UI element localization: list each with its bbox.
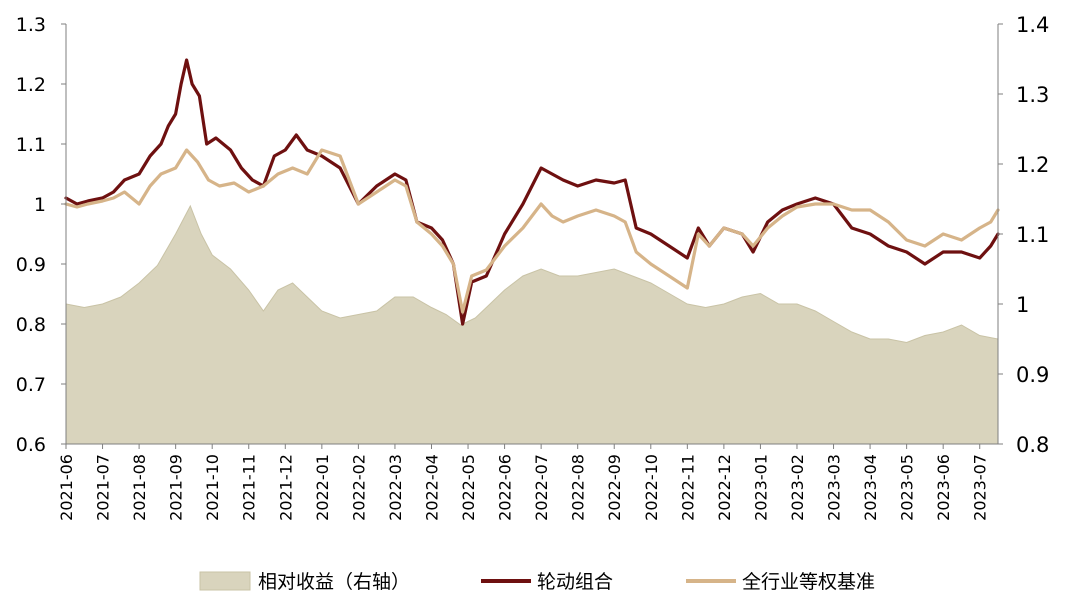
x-tick-label: 2021-06	[57, 454, 76, 521]
area-layer	[65, 204, 999, 445]
x-tick-label: 2022-12	[715, 454, 734, 521]
x-tick-label: 2022-10	[642, 454, 661, 521]
right-tick-label: 1	[1016, 293, 1029, 317]
legend-label: 轮动组合	[537, 571, 613, 593]
x-tick-label: 2023-05	[898, 454, 917, 521]
x-tick-label: 2022-09	[605, 454, 624, 521]
right-tick-label: 1.3	[1016, 83, 1049, 107]
right-tick-label: 0.8	[1016, 433, 1049, 457]
x-tick-label: 2021-11	[240, 454, 259, 521]
left-tick-label: 0.8	[16, 314, 46, 336]
x-tick-label: 2021-12	[276, 454, 295, 521]
left-tick-label: 1	[34, 194, 46, 216]
series-line-2	[64, 148, 1000, 314]
axis-layer: 0.6 0.7 0.8 0.9 1 1.1 1.2 1.3 0.8 0.9 1 1.1 1.2 1.3 1.…	[16, 13, 1050, 521]
right-tick-label: 1.4	[1016, 13, 1049, 37]
x-tick-label: 2021-08	[130, 454, 149, 521]
x-tick-label: 2022-04	[423, 454, 442, 521]
series-area-0	[65, 204, 999, 445]
series-line-1	[64, 58, 1000, 326]
x-tick-label: 2022-11	[678, 454, 697, 521]
x-tick-label: 2023-01	[751, 454, 770, 521]
right-tick-label: 0.9	[1016, 363, 1049, 387]
x-tick-label: 2022-02	[349, 454, 368, 521]
line-layer	[64, 58, 1000, 326]
left-tick-label: 1.2	[16, 74, 46, 96]
x-tick-label: 2022-08	[569, 454, 588, 521]
legend-swatch	[199, 571, 251, 591]
x-tick-label: 2022-06	[496, 454, 515, 521]
x-tick-label: 2023-07	[971, 454, 990, 521]
left-tick-label: 1.3	[16, 14, 46, 36]
x-tick-label: 2023-06	[934, 454, 953, 521]
legend-label: 相对收益（右轴）	[258, 571, 410, 593]
x-tick-label: 2022-05	[459, 454, 478, 521]
x-tick-label: 2023-04	[861, 454, 880, 521]
left-tick-label: 0.7	[16, 374, 46, 396]
legend-item-0: 相对收益（右轴）	[199, 571, 410, 593]
x-tick-label: 2021-09	[167, 454, 186, 521]
legend-item-2: 全行业等权基准	[686, 571, 875, 593]
legend-label: 全行业等权基准	[742, 571, 875, 593]
x-tick-label: 2021-07	[94, 454, 113, 521]
x-tick-label: 2022-07	[532, 454, 551, 521]
right-tick-label: 1.1	[1016, 223, 1049, 247]
legend-item-1: 轮动组合	[481, 571, 613, 593]
right-tick-label: 1.2	[1016, 153, 1049, 177]
x-tick-label: 2021-10	[203, 454, 222, 521]
left-tick-label: 0.9	[16, 254, 46, 276]
x-tick-label: 2023-03	[825, 454, 844, 521]
x-tick-label: 2022-03	[386, 454, 405, 521]
left-tick-label: 0.6	[16, 434, 46, 456]
left-tick-label: 1.1	[16, 134, 46, 156]
x-tick-label: 2023-02	[788, 454, 807, 521]
x-tick-label: 2022-01	[313, 454, 332, 521]
legend: 相对收益（右轴） 轮动组合 全行业等权基准	[199, 571, 875, 593]
